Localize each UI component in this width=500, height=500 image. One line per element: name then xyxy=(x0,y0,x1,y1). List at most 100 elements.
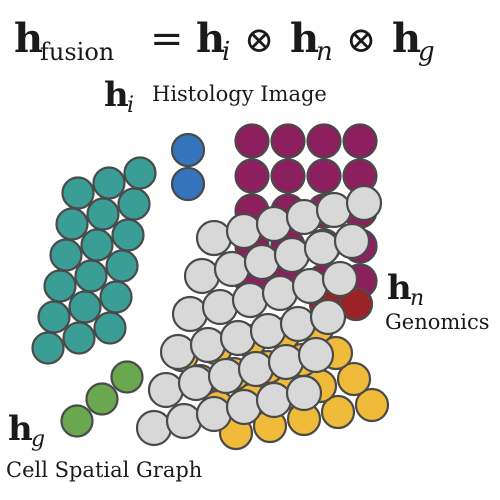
equation-term-1-symbol: h xyxy=(196,15,225,62)
histology-node xyxy=(270,158,306,194)
fused-node xyxy=(309,298,347,336)
fused-gray-grid xyxy=(135,184,383,447)
histology-node xyxy=(170,132,206,168)
fused-node xyxy=(147,371,185,409)
teal-node xyxy=(111,218,145,252)
fused-node xyxy=(135,409,173,447)
histology-node xyxy=(170,166,206,202)
fused-node xyxy=(255,205,293,243)
graph-label-group: h g Cell Spatial Graph xyxy=(6,409,202,482)
fused-node xyxy=(321,260,359,298)
graph-node xyxy=(110,360,144,394)
teal-node xyxy=(68,290,102,324)
fused-node xyxy=(225,212,263,250)
fusion-equation: h fusion = h i ⊗ h n ⊗ h g xyxy=(14,15,435,67)
teal-node xyxy=(37,300,71,334)
fused-node xyxy=(213,250,251,288)
equation-term-2-subscript: n xyxy=(316,37,333,67)
fused-node xyxy=(237,350,275,388)
histology-label-group: h i Histology Image xyxy=(104,75,327,118)
genomics-subscript: n xyxy=(410,286,424,311)
graph-node xyxy=(336,361,372,397)
histology-node xyxy=(234,123,270,159)
teal-node xyxy=(92,166,126,200)
fused-node xyxy=(201,288,239,326)
histology-node xyxy=(270,123,306,159)
teal-node xyxy=(86,197,120,231)
fused-node xyxy=(165,402,203,440)
graph-node xyxy=(320,394,356,430)
graph-label: Cell Spatial Graph xyxy=(6,458,202,482)
teal-node xyxy=(123,156,157,190)
fused-node xyxy=(291,267,329,305)
fused-node xyxy=(219,319,257,357)
fused-node xyxy=(345,184,383,222)
teal-node xyxy=(61,176,95,210)
teal-node xyxy=(74,259,108,293)
fused-node xyxy=(177,364,215,402)
fused-node xyxy=(225,388,263,426)
modality-circle-clusters xyxy=(31,123,390,451)
fused-node xyxy=(315,191,353,229)
equation-operator-2: ⊗ xyxy=(346,20,376,61)
fused-node xyxy=(189,326,227,364)
equation-lhs-symbol: h xyxy=(14,15,43,62)
fused-node xyxy=(333,222,371,260)
equation-term-2-symbol: h xyxy=(290,15,319,62)
histology-label: Histology Image xyxy=(152,82,327,106)
histology-node xyxy=(342,123,378,159)
graph-node xyxy=(85,382,119,416)
teal-node xyxy=(99,280,133,314)
histology-subscript: i xyxy=(127,93,134,118)
fused-node xyxy=(159,333,197,371)
histology-node xyxy=(306,158,342,194)
equation-operator-1: ⊗ xyxy=(244,20,274,61)
fused-node xyxy=(249,312,287,350)
fused-node xyxy=(297,336,335,374)
graph-node xyxy=(354,387,390,423)
graph-symbol: h xyxy=(8,409,33,449)
teal-node xyxy=(43,269,77,303)
histology-blue-nodes xyxy=(170,132,206,202)
fused-node xyxy=(261,274,299,312)
fused-node xyxy=(207,357,245,395)
teal-node xyxy=(80,228,114,262)
equation-term-3-subscript: g xyxy=(418,37,435,67)
fused-node xyxy=(195,219,233,257)
fused-node xyxy=(267,343,305,381)
teal-node xyxy=(117,187,151,221)
fused-node xyxy=(243,243,281,281)
teal-node xyxy=(105,249,139,283)
fused-node xyxy=(285,374,323,412)
fused-node xyxy=(231,281,269,319)
genomics-label-group: h n Genomics xyxy=(385,268,490,334)
equation-equals: = xyxy=(150,16,184,62)
teal-node-grid xyxy=(31,156,157,365)
fused-node xyxy=(303,229,341,267)
genomics-symbol: h xyxy=(387,268,412,308)
histology-node xyxy=(306,123,342,159)
graph-subscript: g xyxy=(31,427,45,452)
teal-node xyxy=(31,331,65,365)
histology-node xyxy=(234,158,270,194)
fused-node xyxy=(195,395,233,433)
fused-node xyxy=(255,381,293,419)
graph-green-chain xyxy=(60,360,144,438)
histology-symbol: h xyxy=(104,75,129,115)
teal-node xyxy=(93,311,127,345)
equation-term-1-subscript: i xyxy=(222,37,230,67)
teal-node xyxy=(55,207,89,241)
fused-node xyxy=(273,236,311,274)
graph-node xyxy=(60,404,94,438)
genomics-label: Genomics xyxy=(385,310,490,334)
equation-lhs-subscript: fusion xyxy=(40,38,114,66)
fused-node xyxy=(285,198,323,236)
fused-node xyxy=(171,295,209,333)
equation-term-3-symbol: h xyxy=(392,15,421,62)
fused-node xyxy=(183,257,221,295)
teal-node xyxy=(62,321,96,355)
fused-node xyxy=(279,305,317,343)
teal-node xyxy=(49,238,83,272)
